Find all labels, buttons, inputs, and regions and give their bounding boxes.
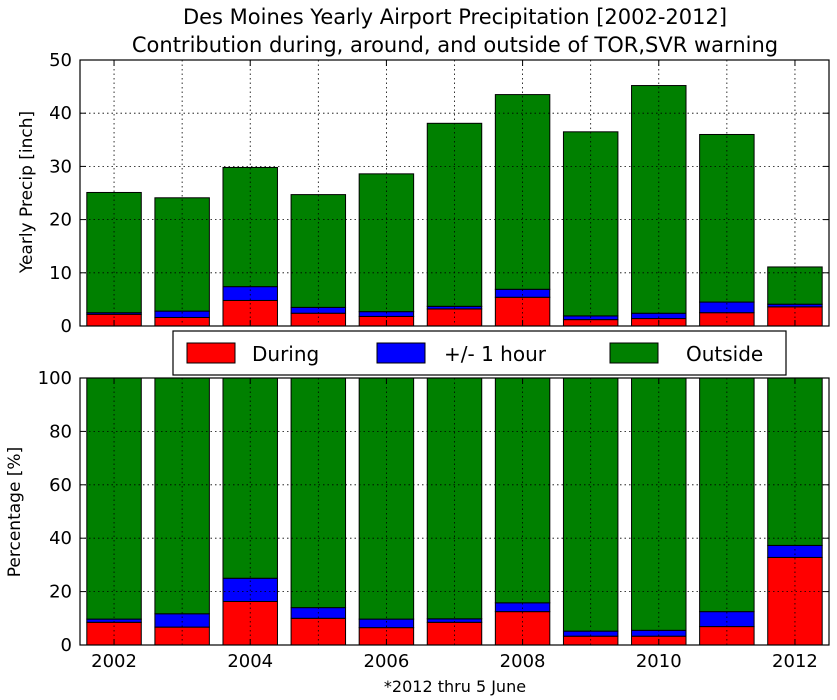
y-tick-label-top: 40 [49, 103, 72, 124]
y-tick-label-top: 20 [49, 210, 72, 231]
legend-label-during: During [252, 342, 319, 366]
legend-swatch-hour [376, 342, 426, 364]
x-tick-label-bottom: 2008 [500, 651, 546, 672]
legend-label-outside: Outside [686, 342, 763, 366]
panel-percentage: 0 20 40 60 80 100 2002 2004 2006 2008 2010 2012 [38, 368, 830, 672]
y-tick-label-bottom: 0 [61, 635, 72, 656]
bar-bottom-2006-outside [358, 377, 415, 620]
bar-bottom-2005-outside [290, 377, 347, 609]
bar-bottom-2011-1-hour [699, 611, 755, 628]
bar-bottom-2012-outside [767, 377, 823, 546]
y-tick-label-bottom: 60 [49, 475, 72, 496]
y-tick-label-top: 50 [49, 50, 72, 71]
legend: During +/- 1 hour Outside [172, 330, 787, 376]
bar-top-2009-during [562, 319, 619, 327]
legend-swatch-outside [609, 342, 659, 364]
plot-frame-bottom [79, 377, 830, 646]
x-tick-label-bottom: 2012 [772, 651, 818, 672]
bar-bottom-2003-1-hour [154, 613, 210, 628]
bar-top-2002-outside [86, 191, 142, 314]
footnote: *2012 thru 5 June [384, 677, 526, 696]
bar-top-2007-outside [426, 122, 483, 307]
x-tick-label-bottom: 2010 [636, 651, 682, 672]
y-axis-label-bottom: Percentage [%] [5, 447, 25, 577]
bar-bottom-2003-during [154, 626, 210, 646]
y-tick-label-bottom: 20 [49, 582, 72, 603]
plot-frame-top [79, 59, 830, 327]
bar-top-2006-outside [358, 173, 415, 313]
chart-title: Des Moines Yearly Airport Precipitation … [183, 5, 727, 29]
legend-swatch-during [186, 342, 236, 364]
y-tick-label-top: 30 [49, 156, 72, 177]
y-tick-label-bottom: 40 [49, 528, 72, 549]
bar-top-2004-1-hour [222, 286, 278, 301]
bar-top-2010-outside [631, 85, 687, 314]
panel-yearly-precip: 0 10 20 30 40 50 [49, 50, 830, 337]
y-tick-label-top: 10 [49, 263, 72, 284]
y-tick-label-top: 0 [61, 316, 72, 337]
bar-top-2005-during [290, 312, 347, 327]
x-tick-label-bottom: 2006 [364, 651, 410, 672]
x-tick-label-bottom: 2004 [227, 651, 273, 672]
bar-bottom-2012-1-hour [767, 544, 823, 558]
bar-bottom-2012-during [767, 556, 823, 646]
y-axis-label-top: Yearly Precip [inch] [17, 111, 37, 274]
y-tick-label-bottom: 80 [49, 421, 72, 442]
bar-top-2011-during [699, 312, 755, 327]
legend-label-hour: +/- 1 hour [444, 342, 547, 366]
bar-bottom-2008-outside [494, 377, 551, 604]
chart-subtitle: Contribution during, around, and outside… [132, 33, 778, 57]
x-tick-label-bottom: 2002 [91, 651, 137, 672]
legend-frame [172, 330, 787, 376]
y-tick-label-bottom: 100 [38, 368, 72, 389]
bar-bottom-2002-outside [86, 377, 142, 620]
